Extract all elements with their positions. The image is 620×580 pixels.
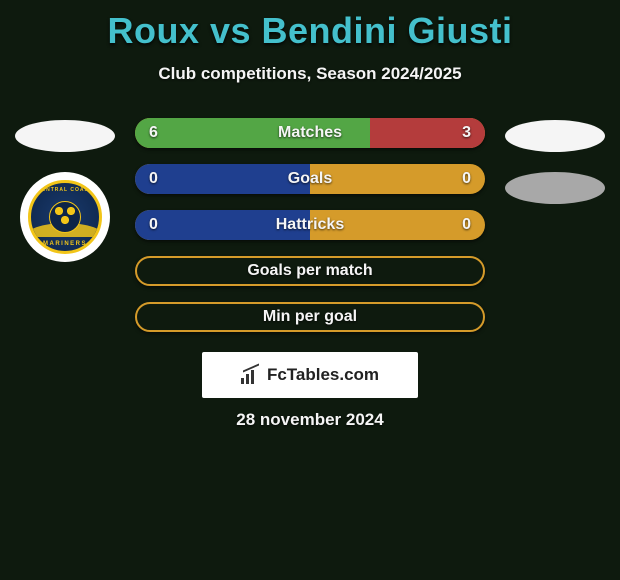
club-ball-icon [49,201,81,233]
bar-fill-left [135,164,310,194]
footer-date: 28 november 2024 [0,410,620,430]
stat-value-left: 0 [149,170,158,188]
comparison-title: Roux vs Bendini Giusti [0,10,620,52]
watermark: FcTables.com [202,352,418,398]
watermark-text: FcTables.com [267,365,379,385]
player-right-placeholder [505,120,605,152]
left-column: CENTRAL COAST MARINERS [10,120,120,262]
stat-row: Min per goal [135,302,485,332]
comparison-bars: 6 3 Matches 0 0 Goals 0 0 Hattricks Goals per mat… [135,118,485,348]
stat-label: Goals [288,170,332,188]
stat-bar: Goals per match [135,256,485,286]
stat-label: Goals per match [247,262,372,280]
stat-row: 6 3 Matches [135,118,485,148]
club-name-bottom: MARINERS [43,241,87,247]
stat-row: 0 0 Hattricks [135,210,485,240]
stat-value-right: 0 [462,216,471,234]
stat-label: Matches [278,124,342,142]
club-name-top: CENTRAL COAST [37,187,93,193]
stat-bar: 0 0 Goals [135,164,485,194]
stat-bar: Min per goal [135,302,485,332]
stat-value-right: 0 [462,170,471,188]
stat-value-right: 3 [462,124,471,142]
stat-label: Min per goal [263,308,357,326]
stat-value-left: 0 [149,216,158,234]
club-badge-left: CENTRAL COAST MARINERS [20,172,110,262]
stat-row: Goals per match [135,256,485,286]
player-left-placeholder [15,120,115,152]
club-badge-inner: CENTRAL COAST MARINERS [28,180,102,254]
header: Roux vs Bendini Giusti Club competitions… [0,0,620,84]
club-right-placeholder [505,172,605,204]
stat-bar: 0 0 Hattricks [135,210,485,240]
stat-value-left: 6 [149,124,158,142]
stat-label: Hattricks [276,216,344,234]
right-column [500,120,610,224]
stat-row: 0 0 Goals [135,164,485,194]
comparison-subtitle: Club competitions, Season 2024/2025 [0,64,620,84]
stat-bar: 6 3 Matches [135,118,485,148]
chart-icon [241,366,261,384]
